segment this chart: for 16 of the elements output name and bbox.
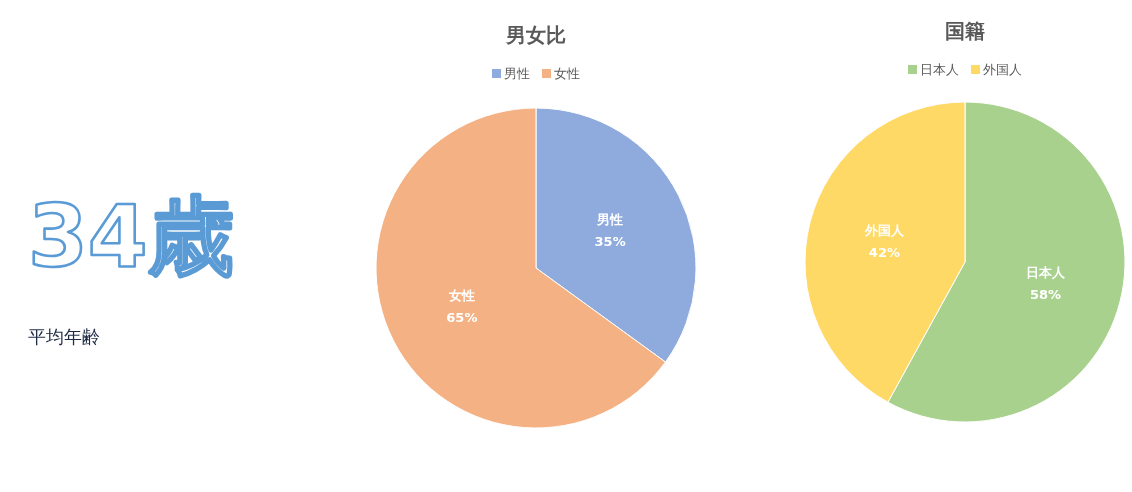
- text: 34歳: [28, 186, 234, 286]
- slice-label: 男性: [596, 212, 624, 228]
- slice-label: 外国人: [863, 223, 905, 239]
- legend-label: 女性: [554, 66, 580, 81]
- data-label: 65%: [446, 309, 478, 325]
- legend-label: 外国人: [983, 62, 1022, 77]
- chart-title: 国籍: [945, 19, 985, 43]
- slice-label: 女性: [447, 287, 475, 303]
- chart-title: 男女比: [505, 23, 566, 47]
- data-label: 35%: [594, 234, 626, 250]
- data-label: 42%: [868, 245, 900, 261]
- slice-label: 日本人: [1026, 264, 1067, 280]
- legend-label: 日本人: [920, 62, 959, 77]
- data-label: 58%: [1030, 286, 1062, 302]
- legend-label: 男性: [504, 66, 530, 81]
- text: 平均年齢: [28, 326, 100, 347]
